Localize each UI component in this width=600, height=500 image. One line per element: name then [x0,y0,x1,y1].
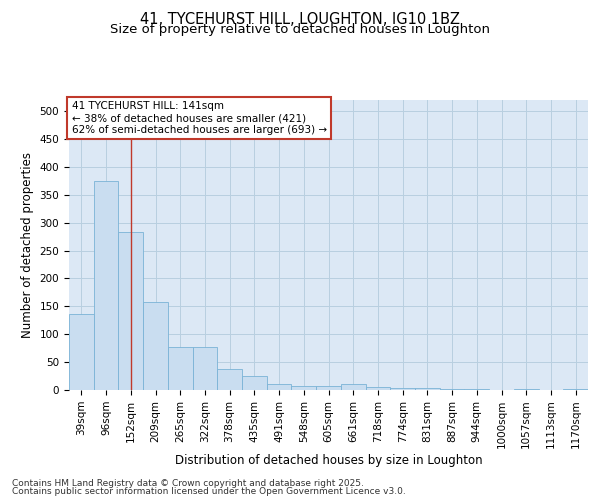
Bar [267,384,292,390]
Bar [143,302,168,390]
Bar [217,370,242,390]
Bar [168,347,193,390]
Bar [341,384,365,390]
Bar [390,388,415,390]
X-axis label: Distribution of detached houses by size in Loughton: Distribution of detached houses by size … [175,454,482,467]
Bar [415,388,440,390]
Bar [94,181,118,390]
Bar [242,376,267,390]
Text: 41 TYCEHURST HILL: 141sqm
← 38% of detached houses are smaller (421)
62% of semi: 41 TYCEHURST HILL: 141sqm ← 38% of detac… [71,102,327,134]
Bar [440,389,464,390]
Bar [292,386,316,390]
Bar [563,389,588,390]
Bar [193,347,217,390]
Bar [69,314,94,390]
Text: Size of property relative to detached houses in Loughton: Size of property relative to detached ho… [110,22,490,36]
Y-axis label: Number of detached properties: Number of detached properties [21,152,34,338]
Bar [365,387,390,390]
Text: Contains HM Land Registry data © Crown copyright and database right 2025.: Contains HM Land Registry data © Crown c… [12,478,364,488]
Text: Contains public sector information licensed under the Open Government Licence v3: Contains public sector information licen… [12,487,406,496]
Bar [118,232,143,390]
Text: 41, TYCEHURST HILL, LOUGHTON, IG10 1BZ: 41, TYCEHURST HILL, LOUGHTON, IG10 1BZ [140,12,460,28]
Bar [316,386,341,390]
